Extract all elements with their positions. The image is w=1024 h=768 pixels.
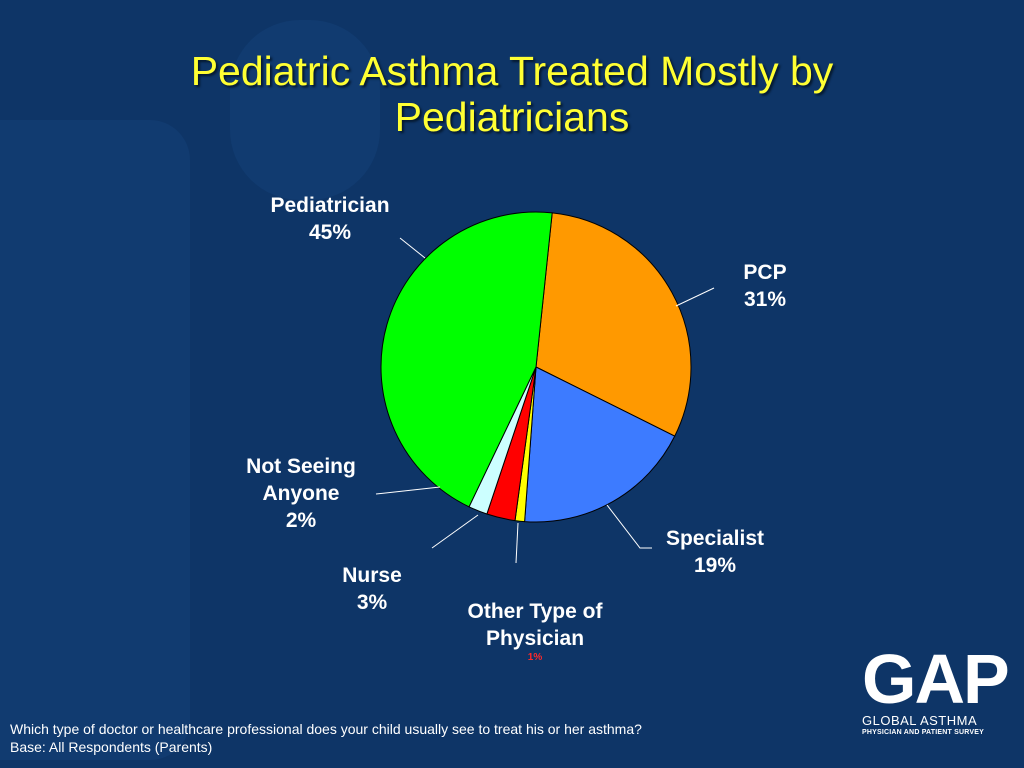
label-nurse-value: 3% [356, 591, 388, 614]
background-shape-right [230, 20, 380, 200]
label-pediatrician-name: Pediatrician [270, 194, 390, 217]
label-nurse: Nurse 3% [322, 562, 422, 616]
leader-line-not-seeing [375, 486, 441, 495]
gap-logo: GAP GLOBAL ASTHMA PHYSICIAN AND PATIENT … [862, 640, 1010, 744]
footer-notes: Which type of doctor or healthcare profe… [10, 720, 642, 756]
label-not-seeing-name-line-2: Anyone [262, 482, 340, 505]
label-not-seeing-name-line-1: Not Seeing [246, 455, 356, 478]
label-other-name-line-2: Physician [485, 627, 585, 650]
label-pediatrician: Pediatrician 45% [250, 192, 410, 246]
logo-line-1: GLOBAL ASTHMA [862, 713, 978, 728]
footer-base: Base: All Respondents (Parents) [10, 739, 213, 755]
label-other-value: 1% [527, 652, 543, 663]
slide-title: Pediatric Asthma Treated Mostly by Pedia… [60, 48, 964, 140]
logo-line-2: PHYSICIAN AND PATIENT SURVEY [862, 729, 985, 736]
pie-slice-pcp [535, 212, 692, 437]
label-pcp-value: 31% [743, 288, 787, 311]
label-other-name-line-1: Other Type of [467, 600, 603, 623]
label-pcp-name: PCP [743, 261, 787, 284]
title-line-1: Pediatric Asthma Treated Mostly by [190, 48, 834, 94]
leader-line-pcp [675, 287, 715, 307]
leader-line-pediatrician [399, 237, 426, 259]
label-pcp: PCP 31% [715, 259, 815, 313]
label-specialist: Specialist 19% [645, 525, 785, 579]
label-nurse-name: Nurse [342, 564, 402, 587]
pie-slice-pediatrician [380, 211, 553, 508]
label-pediatrician-value: 45% [308, 221, 352, 244]
leader-line-other [515, 522, 519, 564]
label-not-seeing-anyone: Not Seeing Anyone 2% [221, 453, 381, 534]
title-line-2: Pediatricians [394, 94, 630, 140]
label-not-seeing-value: 2% [285, 509, 317, 532]
logo-wordmark: GAP [862, 640, 1010, 718]
background-shape-left [0, 120, 190, 760]
footer-question: Which type of doctor or healthcare profe… [10, 721, 642, 737]
pie-slice-specialist [524, 366, 676, 523]
label-other-physician: Other Type of Physician 1% [440, 598, 630, 664]
label-specialist-value: 19% [693, 554, 737, 577]
label-specialist-name: Specialist [665, 527, 765, 550]
leader-line-specialist [606, 504, 652, 549]
leader-line-nurse [431, 514, 479, 549]
